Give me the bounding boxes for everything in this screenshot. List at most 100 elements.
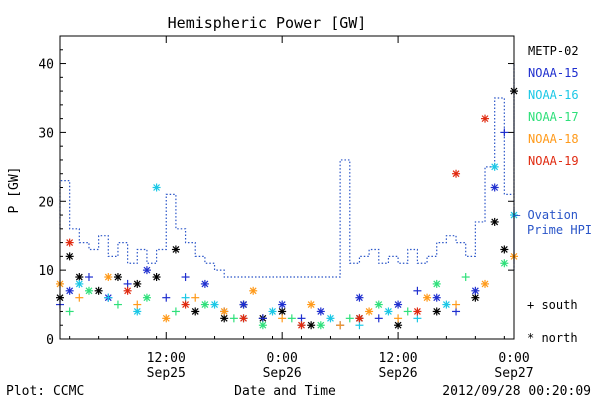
scatter-points <box>56 87 518 330</box>
point-noaa-19 <box>181 300 190 309</box>
point-noaa-17 <box>374 300 383 309</box>
point-noaa-16 <box>355 321 364 330</box>
point-noaa-17 <box>287 314 296 323</box>
point-noaa-18 <box>336 321 345 330</box>
point-noaa-15 <box>239 300 248 309</box>
point-noaa-17 <box>258 321 267 330</box>
point-noaa-17 <box>432 279 441 288</box>
y-tick-label-1: 10 <box>38 264 54 279</box>
point-metp-02 <box>432 307 441 316</box>
point-noaa-15 <box>297 314 306 323</box>
ovation-legend-line1: — Ovation <box>513 208 579 222</box>
legend-entry-noaa-18: NOAA-18 <box>528 132 579 146</box>
point-noaa-17 <box>171 307 180 316</box>
ovation-series <box>59 63 515 278</box>
north-marker-note: * north <box>527 331 578 345</box>
point-noaa-17 <box>345 314 354 323</box>
point-noaa-18 <box>278 314 287 323</box>
y-tick-label-3: 30 <box>38 126 54 141</box>
point-metp-02 <box>94 286 103 295</box>
south-marker-note: + south <box>527 298 578 312</box>
point-noaa-19 <box>65 238 74 247</box>
point-noaa-16 <box>442 300 451 309</box>
point-noaa-15 <box>123 279 132 288</box>
legend-entry-noaa-15: NOAA-15 <box>528 66 579 80</box>
point-noaa-15 <box>413 286 422 295</box>
point-noaa-15 <box>200 279 209 288</box>
point-noaa-15 <box>471 286 480 295</box>
point-metp-02 <box>490 217 499 226</box>
point-noaa-17 <box>84 286 93 295</box>
plot-credit: Plot: CCMC <box>6 384 84 399</box>
legend-entry-noaa-16: NOAA-16 <box>528 88 579 102</box>
point-metp-02 <box>278 307 287 316</box>
point-noaa-16 <box>133 307 142 316</box>
point-noaa-15 <box>142 266 151 275</box>
point-metp-02 <box>75 273 84 282</box>
point-noaa-18 <box>307 300 316 309</box>
legend-entry-metp-02: METP-02 <box>528 44 579 58</box>
point-noaa-19 <box>239 314 248 323</box>
point-noaa-18 <box>191 293 200 302</box>
point-noaa-15 <box>258 314 267 323</box>
point-noaa-18 <box>481 279 490 288</box>
x-tick-label-0: 12:00 <box>147 351 186 366</box>
point-noaa-18 <box>423 293 432 302</box>
point-noaa-16 <box>75 279 84 288</box>
point-metp-02 <box>113 273 122 282</box>
point-noaa-15 <box>278 300 287 309</box>
point-metp-02 <box>394 321 403 330</box>
point-noaa-15 <box>181 273 190 282</box>
point-noaa-15 <box>316 307 325 316</box>
point-noaa-17 <box>229 314 238 323</box>
point-metp-02 <box>307 321 316 330</box>
point-noaa-18 <box>162 314 171 323</box>
point-noaa-19 <box>481 114 490 123</box>
legend-entry-noaa-19: NOAA-19 <box>528 154 579 168</box>
axis-ticks: 01020304012:00Sep250:00Sep2612:00Sep260:… <box>38 35 534 381</box>
point-metp-02 <box>133 279 142 288</box>
point-noaa-17 <box>142 293 151 302</box>
x-tick-label-1: 0:00 <box>267 351 298 366</box>
x-tick-date-1: Sep26 <box>263 366 302 381</box>
point-noaa-18 <box>133 300 142 309</box>
point-noaa-18 <box>249 286 258 295</box>
x-tick-date-0: Sep25 <box>147 366 186 381</box>
point-metp-02 <box>191 307 200 316</box>
point-noaa-16 <box>152 183 161 192</box>
x-tick-date-2: Sep26 <box>379 366 418 381</box>
point-noaa-15 <box>84 273 93 282</box>
point-noaa-15 <box>65 286 74 295</box>
point-noaa-17 <box>403 307 412 316</box>
y-axis-label: P [GW] <box>7 167 22 214</box>
x-axis-label: Date and Time <box>234 384 336 399</box>
point-noaa-15 <box>374 314 383 323</box>
point-metp-02 <box>171 245 180 254</box>
point-noaa-19 <box>123 286 132 295</box>
point-metp-02 <box>152 273 161 282</box>
point-noaa-16 <box>326 314 335 323</box>
point-noaa-19 <box>297 321 306 330</box>
point-noaa-19 <box>413 307 422 316</box>
point-metp-02 <box>471 293 480 302</box>
y-tick-label-0: 0 <box>46 333 54 348</box>
point-noaa-15 <box>355 293 364 302</box>
y-tick-label-2: 20 <box>38 195 54 210</box>
point-noaa-15 <box>500 128 509 137</box>
point-noaa-18 <box>220 307 229 316</box>
point-noaa-16 <box>268 307 277 316</box>
point-noaa-17 <box>500 259 509 268</box>
point-noaa-16 <box>181 293 190 302</box>
point-noaa-15 <box>394 300 403 309</box>
point-noaa-18 <box>104 273 113 282</box>
point-noaa-18 <box>394 314 403 323</box>
point-noaa-15 <box>162 293 171 302</box>
x-tick-date-3: Sep27 <box>494 366 533 381</box>
timestamp: 2012/09/28 00:20:09 <box>442 384 591 399</box>
point-metp-02 <box>500 245 509 254</box>
chart-title: Hemispheric Power [GW] <box>168 14 367 32</box>
point-metp-02 <box>65 252 74 261</box>
x-tick-label-2: 12:00 <box>379 351 418 366</box>
